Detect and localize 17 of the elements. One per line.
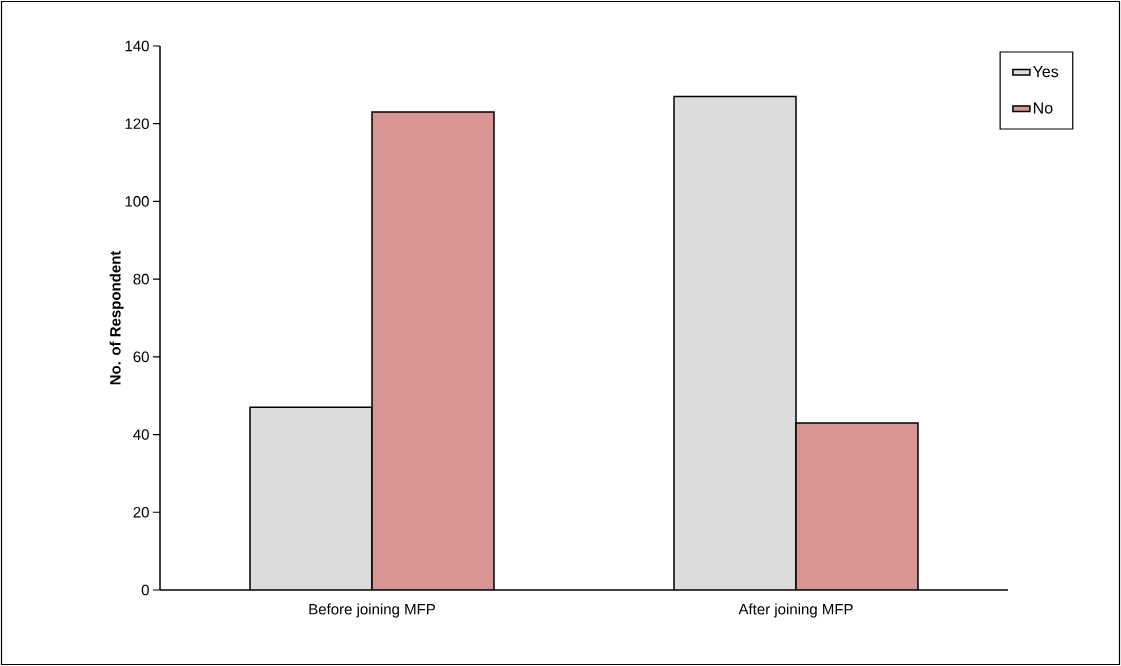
- bar: [795, 422, 919, 590]
- x-tick-label: After joining MFP: [738, 603, 853, 618]
- bar: [673, 95, 797, 590]
- legend-label: Yes: [1033, 66, 1059, 78]
- bar: [372, 112, 495, 590]
- y-tick-label: 120: [125, 118, 149, 129]
- y-tick-label: 140: [125, 40, 149, 52]
- bar: [250, 407, 373, 590]
- y-tick-label: 0: [141, 584, 149, 596]
- x-tick-label: Before joining MFP: [309, 603, 435, 618]
- y-axis-title: No. of Respondent: [109, 250, 124, 385]
- y-tick-label: 20: [133, 506, 149, 518]
- y-tick-label: 40: [133, 429, 149, 440]
- y-tick-label: 80: [133, 273, 149, 285]
- y-tick-label: 100: [125, 196, 149, 207]
- legend-label: No: [1033, 102, 1053, 114]
- y-tick-label: 60: [133, 351, 149, 363]
